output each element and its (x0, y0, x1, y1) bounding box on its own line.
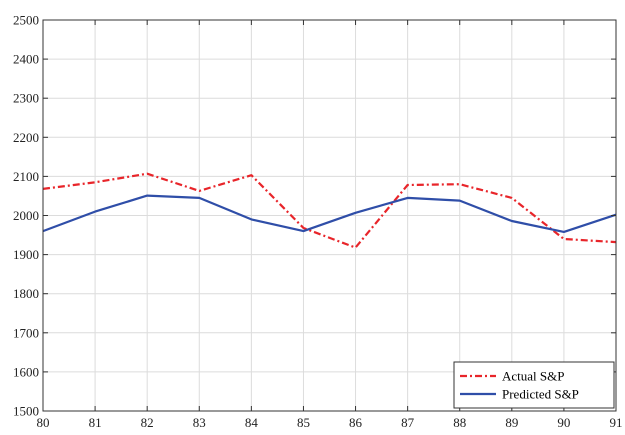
x-tick-label: 89 (505, 415, 518, 430)
legend: Actual S&P Predicted S&P (453, 361, 615, 409)
series-line-predicted (42, 194, 617, 233)
x-tick-label: 80 (37, 415, 50, 430)
legend-label-actual: Actual S&P (502, 369, 564, 384)
y-tick-label: 1800 (13, 286, 39, 301)
x-tick-label: 90 (557, 415, 570, 430)
y-tick-label: 1900 (13, 247, 39, 262)
x-tick-label: 86 (349, 415, 363, 430)
x-tick-label: 88 (453, 415, 466, 430)
y-tick-label: 2200 (13, 130, 39, 145)
x-tick-label: 81 (89, 415, 102, 430)
y-tick-label: 1500 (13, 404, 39, 419)
x-tick-label: 84 (245, 415, 259, 430)
y-tick-label: 1700 (13, 325, 39, 340)
y-tick-label: 2100 (13, 169, 39, 184)
x-tick-label: 85 (297, 415, 310, 430)
y-tick-label: 1600 (13, 364, 39, 379)
x-tick-label: 83 (193, 415, 206, 430)
y-tick-label: 2000 (13, 208, 39, 223)
x-tick-label: 82 (141, 415, 154, 430)
x-tick-label: 91 (610, 415, 623, 430)
y-tick-label: 2500 (13, 13, 39, 28)
series-layer (42, 172, 617, 249)
legend-box (453, 361, 615, 409)
legend-label-predicted: Predicted S&P (502, 387, 579, 402)
y-tick-label: 2300 (13, 91, 39, 106)
x-tick-label: 87 (401, 415, 415, 430)
axis-ticks: 80 81 82 83 84 85 86 87 88 89 90 91 1500 1600 1700 1800… (13, 13, 623, 431)
series-line-actual (42, 172, 617, 249)
y-tick-label: 2400 (13, 52, 39, 67)
